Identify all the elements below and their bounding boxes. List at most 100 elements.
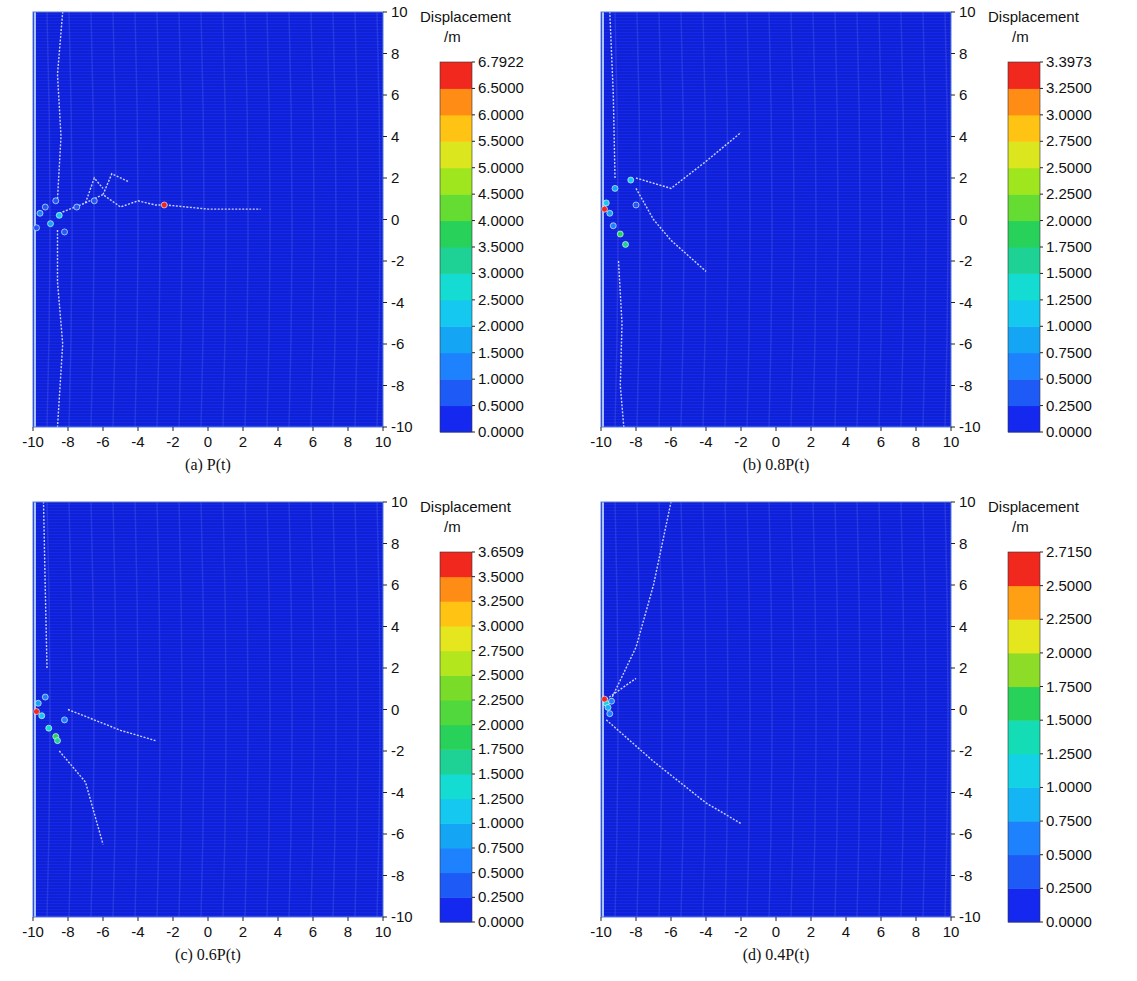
colorbar-band (1008, 141, 1040, 168)
colorbar-band (440, 141, 472, 168)
particle-row (33, 815, 383, 816)
particle-row (33, 791, 383, 792)
particle-row (601, 265, 951, 266)
stress-wave (615, 12, 618, 427)
particle-row (33, 187, 383, 188)
particle-row (33, 677, 383, 678)
particle-row (601, 872, 951, 873)
particle-row (33, 803, 383, 804)
particle-row (33, 851, 383, 852)
particle-row (601, 172, 951, 173)
particle-row (33, 611, 383, 612)
particle-row (601, 412, 951, 413)
x-tick-label: -2 (166, 433, 179, 450)
colorbar-band (440, 749, 472, 774)
particle-row (33, 701, 383, 702)
particle-row (33, 97, 383, 98)
colorbar-tick-label: 2.5000 (478, 666, 524, 683)
colorbar-tick-label: 2.7500 (478, 642, 524, 659)
particle-row (601, 746, 951, 747)
x-tick (951, 427, 952, 431)
particle-row (33, 569, 383, 570)
particle-row (33, 322, 383, 323)
particle-row (33, 127, 383, 128)
y-tick-label: -2 (391, 742, 404, 759)
colorbar-band (1008, 62, 1040, 89)
particle-row (601, 914, 951, 915)
colorbar-tick-label: 6.7922 (478, 53, 524, 70)
y-tick (951, 95, 955, 96)
stress-wave (377, 502, 380, 917)
particle-row (601, 596, 951, 597)
particle-row (601, 301, 951, 302)
x-tick (706, 427, 707, 431)
particle-row (33, 734, 383, 735)
x-tick (916, 427, 917, 431)
particle-row (601, 905, 951, 906)
particle-row (601, 653, 951, 654)
particle-row (33, 301, 383, 302)
x-tick (951, 917, 952, 921)
particle-row (33, 533, 383, 534)
particle-row (601, 295, 951, 296)
colorbar-tick (472, 299, 475, 300)
colorbar-tick (1040, 787, 1043, 788)
colorbar-band (440, 221, 472, 248)
colorbar-tick (1040, 326, 1043, 327)
particle-row (33, 286, 383, 287)
stress-wave (901, 12, 904, 427)
colorbar-tick-label: 2.7150 (1046, 543, 1092, 560)
particle-row (33, 866, 383, 867)
particle-row (601, 887, 951, 888)
particle-row (601, 229, 951, 230)
particle-row (33, 352, 383, 353)
particle-row (33, 770, 383, 771)
colorbar-tick-label: 2.7500 (1046, 132, 1092, 149)
particle-row (601, 388, 951, 389)
colorbar-tick-label: 1.5000 (1046, 264, 1092, 281)
particle-row (601, 52, 951, 53)
particle-row (33, 821, 383, 822)
colorbar-tick (472, 62, 475, 63)
particle-row (601, 782, 951, 783)
panel: -10-8-6-4-20246810-10-8-6-4-20246810(c) … (22, 493, 524, 964)
panel: -10-8-6-4-20246810-10-8-6-4-20246810(d) … (590, 493, 1092, 964)
colorbar-frame (440, 552, 472, 922)
particle-row (601, 821, 951, 822)
colorbar-tick-label: 1.5000 (478, 765, 524, 782)
x-tick-label: 0 (204, 923, 212, 940)
field-background (601, 502, 951, 917)
particle-row (601, 785, 951, 786)
colorbar-tick-label: 2.0000 (1046, 644, 1092, 661)
particle-row (601, 403, 951, 404)
y-tick-label: 2 (391, 169, 399, 186)
colorbar-band (1008, 115, 1040, 142)
x-tick (138, 427, 139, 431)
particle-row (601, 833, 951, 834)
particle-row (601, 551, 951, 552)
particle-row (33, 842, 383, 843)
particle-row (33, 530, 383, 531)
y-tick (951, 427, 955, 428)
x-tick-label: 4 (842, 433, 850, 450)
particle-row (601, 656, 951, 657)
colorbar-band (1008, 821, 1040, 855)
fragment (603, 200, 609, 206)
colorbar-band (1008, 586, 1040, 620)
x-tick-label: -4 (699, 923, 712, 940)
y-tick (951, 751, 955, 752)
stress-wave (333, 502, 336, 917)
particle-row (601, 100, 951, 101)
colorbar-band (440, 168, 472, 195)
colorbar-tick (1040, 141, 1043, 142)
x-tick-label: 2 (807, 923, 815, 940)
y-tick (951, 219, 955, 220)
stress-wave (289, 12, 292, 427)
crack (636, 132, 741, 188)
colorbar-tick-label: 2.2500 (1046, 185, 1092, 202)
particle-row (601, 611, 951, 612)
particle-row (33, 337, 383, 338)
y-tick (383, 53, 387, 54)
colorbar-tick-label: 2.5000 (1046, 159, 1092, 176)
x-tick (243, 427, 244, 431)
